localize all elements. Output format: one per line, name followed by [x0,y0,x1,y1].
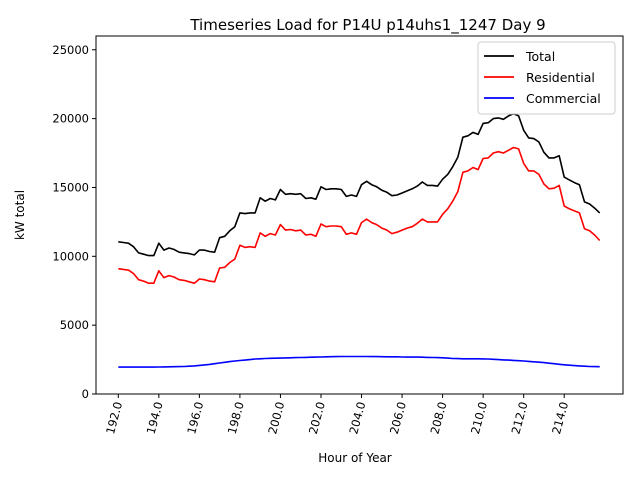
y-tick-label: 5000 [60,318,89,332]
y-axis-label: kW total [13,190,27,240]
x-axis-label: Hour of Year [318,451,392,465]
legend-label-commercial: Commercial [526,91,601,106]
y-tick-label: 0 [82,387,89,401]
y-tick-label: 15000 [52,180,89,194]
series-line-total [118,113,601,257]
y-axis-ticks: 0 5000 10000 15000 20000 25000 [52,43,96,401]
y-tick-label: 25000 [52,43,89,57]
series-line-commercial [118,355,600,368]
y-tick-label: 20000 [52,112,89,126]
chart-title: Timeseries Load for P14U p14uhs1_1247 Da… [189,16,545,35]
y-tick-label: 10000 [52,249,89,263]
plot-frame [95,35,624,395]
legend-frame [477,41,616,115]
series-layer [118,113,601,368]
series-line-residential [118,146,601,285]
legend-label-residential: Residential [526,70,595,85]
legend: Total Residential Commercial [477,41,616,115]
legend-label-total: Total [525,49,555,64]
